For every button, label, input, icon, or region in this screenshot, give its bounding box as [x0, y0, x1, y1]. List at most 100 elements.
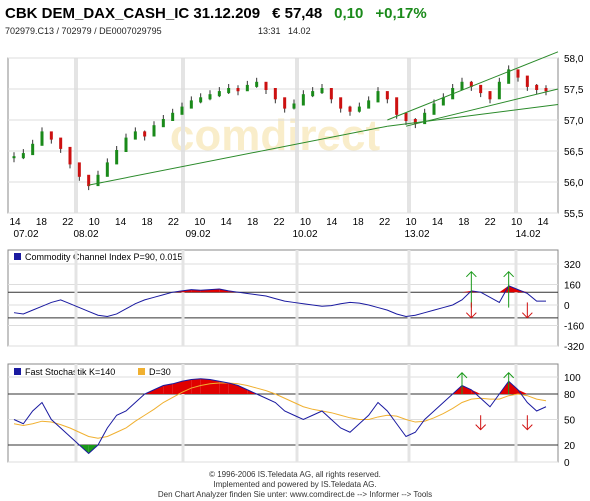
candle-body: [68, 146, 72, 165]
footer-copyright: © 1996-2006 IS.Teledata AG, all rights r…: [209, 470, 381, 479]
instrument-identifiers: 702979.C13 / 702979 / DE0007029795: [5, 26, 162, 36]
price-panel: 58,0 57,5 57,0 56,5 56,0 55,5 14 18 22 10 14 18 22 10…: [7, 51, 584, 240]
price-x-tick-label: 22: [62, 217, 74, 228]
candle-body: [283, 97, 287, 109]
candle-body: [189, 100, 193, 109]
stoch-k-line: [13, 378, 547, 455]
candle-body: [40, 131, 44, 146]
candle-body: [376, 91, 380, 103]
candle-body: [367, 100, 371, 109]
footer-link-text: Den Chart Analyzer finden Sie unter: www…: [157, 490, 433, 499]
stoch-y-tick-label: 0: [564, 458, 570, 469]
candle-body: [49, 131, 53, 140]
stoch-d-legend-label: D=30: [149, 367, 171, 377]
stoch-y-tick-label: 50: [564, 416, 576, 427]
price-y-tick-label: 57,5: [564, 85, 584, 96]
candle-body: [199, 97, 203, 103]
footer-implemented: Implemented and powered by IS.Teledata A…: [213, 480, 377, 489]
candle-body: [21, 153, 25, 159]
price-x-tick-label: 14: [432, 217, 444, 228]
candle-body: [507, 69, 511, 84]
price-x-tick-label: 22: [485, 217, 497, 228]
candle-body: [404, 112, 408, 121]
candle-body: [479, 84, 483, 94]
candle-body: [292, 103, 296, 109]
price-x-tick-label: 10: [194, 217, 206, 228]
price-date-label: 08.02: [73, 229, 98, 240]
price-x-tick-label: 18: [141, 217, 153, 228]
candle-body: [311, 91, 315, 97]
day-separator-0: [74, 58, 78, 213]
price-change: 0,10: [334, 5, 364, 22]
trendline-mid: [405, 88, 559, 127]
price-x-tick-label: 10: [300, 217, 312, 228]
chart-canvas: comdirect 58,0 57,5 57,0 56,5 56,0 55,5 14 18 22…: [7, 51, 584, 469]
stoch-d-legend-swatch: [138, 368, 145, 375]
trendline-resistance: [387, 51, 559, 121]
candle-body: [227, 88, 231, 94]
candle-body: [395, 97, 399, 115]
price-date-label: 10.02: [292, 229, 317, 240]
price-date-label: 13.02: [404, 229, 429, 240]
price-x-tick-label: 22: [379, 217, 391, 228]
candle-body: [245, 84, 249, 92]
candle-body: [236, 88, 240, 92]
candle-body: [544, 88, 548, 92]
day-separator-4: [514, 58, 518, 213]
stoch-k-legend-label: Fast Stochastik K=140: [25, 367, 115, 377]
stoch-sell-arrowhead: [521, 424, 533, 431]
stoch-overbought-fill: [462, 385, 472, 394]
candle-body: [180, 106, 184, 115]
candle-body: [488, 91, 492, 100]
cci-legend-label: Commodity Channel Index P=90, 0.015: [25, 252, 182, 262]
price-x-tick-label: 10: [405, 217, 417, 228]
stoch-overbought-fill: [228, 382, 238, 394]
price-change-percent: +0,17%: [375, 5, 427, 22]
watermark-text: comdirect: [170, 111, 381, 160]
quote-time: 13:31 14.02: [258, 26, 311, 36]
cci-line: [13, 285, 546, 318]
stoch-overbought-fill: [154, 385, 164, 394]
price-x-tick-label: 18: [36, 217, 48, 228]
stoch-y-tick-label: 80: [564, 390, 576, 401]
trendline-support-1: [88, 125, 388, 186]
quote-date-value: 14.02: [288, 26, 311, 36]
instrument-name: CBK DEM_DAX_CASH_IC 31.12.209: [5, 5, 261, 22]
cci-overbought-fill: [508, 285, 518, 293]
cci-panel: Commodity Channel Index P=90, 0.015 320 16…: [7, 249, 584, 353]
candle-body: [385, 91, 389, 100]
candle-body: [329, 88, 333, 100]
candle-body: [423, 112, 427, 125]
price-date-label: 09.02: [185, 229, 210, 240]
candle-body: [320, 88, 324, 94]
cci-overbought-fill: [462, 290, 472, 293]
candle-body: [301, 94, 305, 106]
price-x-tick-label: 22: [273, 217, 285, 228]
trendline-support-2: [387, 104, 559, 127]
price-x-tick-label: 18: [458, 217, 470, 228]
price-x-tick-label: 14: [326, 217, 338, 228]
candle-body: [133, 131, 137, 140]
cci-y-tick-label: 0: [564, 301, 570, 312]
price-x-tick-label: 14: [9, 217, 21, 228]
candle-body: [460, 81, 464, 90]
price-x-tick-label: 10: [511, 217, 523, 228]
day-separator-1: [181, 58, 185, 213]
price-date-label: 07.02: [13, 229, 38, 240]
price-x-tick-label: 10: [89, 217, 101, 228]
candle-body: [171, 112, 175, 121]
stoch-overbought-fill: [163, 383, 173, 394]
stoch-y-tick-label: 100: [564, 373, 581, 384]
cci-y-tick-label: 320: [564, 260, 581, 271]
candle-body: [12, 156, 16, 159]
stoch-overbought-fill: [172, 381, 182, 394]
candle-body: [497, 81, 501, 100]
candle-body: [469, 81, 473, 87]
stoch-overbought-fill: [508, 381, 518, 394]
stoch-buy-arrowhead: [503, 372, 515, 379]
candle-body: [208, 94, 212, 100]
stochastic-panel: Fast Stochastik K=140 D=30 100 80 50 20 0: [7, 363, 581, 469]
candle-body: [105, 162, 109, 177]
stoch-k-legend-swatch: [14, 368, 21, 375]
stoch-y-tick-label: 20: [564, 441, 576, 452]
